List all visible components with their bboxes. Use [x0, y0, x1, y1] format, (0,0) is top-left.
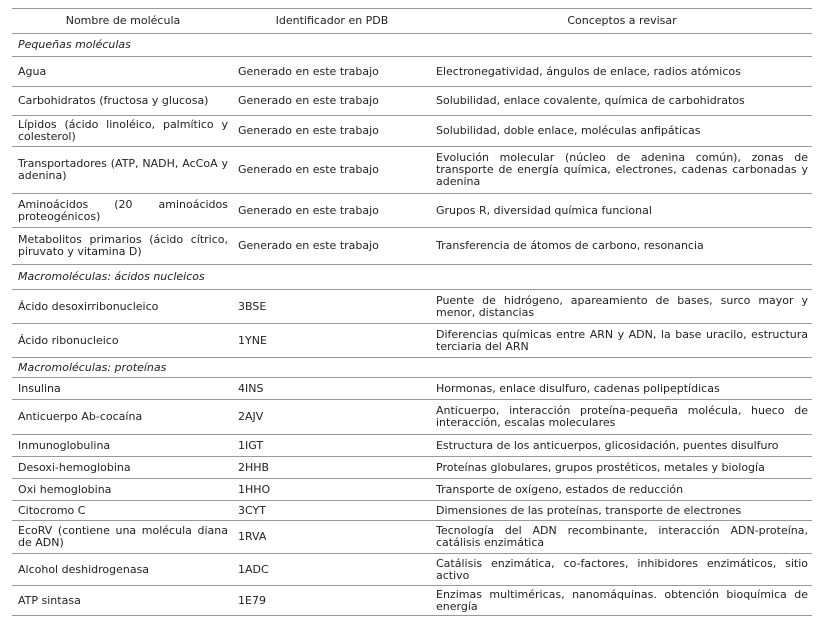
data-row: Insulina 4INS Hormonas, enlace disulfuro, … — [12, 377, 812, 400]
section-row: Macromoléculas: ácidos nucleicos — [12, 264, 812, 290]
concepts: Enzimas multiméricas, nanomáquinas. obte… — [430, 585, 812, 616]
section-title: Pequeñas moléculas — [12, 33, 812, 57]
concepts: Anticuerpo, interacción proteína-pequeña… — [430, 399, 812, 435]
pdb-id: Generado en este trabajo — [232, 193, 430, 228]
pdb-id: Generado en este trabajo — [232, 146, 430, 194]
pdb-id: 1ADC — [232, 553, 430, 586]
data-row: Lípidos (ácido linoléico, palmítico y co… — [12, 115, 812, 147]
concepts: Grupos R, diversidad química funcional — [430, 193, 812, 228]
concepts: Electronegatividad, ángulos de enlace, r… — [430, 56, 812, 87]
molecule-name: Ácido ribonucleico — [12, 323, 232, 358]
molecule-name: Insulina — [12, 377, 232, 400]
pdb-id: Generado en este trabajo — [232, 56, 430, 87]
data-row: Anticuerpo Ab-cocaína 2AJV Anticuerpo, int… — [12, 399, 812, 435]
section-title: Macromoléculas: ácidos nucleicos — [12, 264, 812, 290]
pdb-id: 1YNE — [232, 323, 430, 358]
data-row: Inmunoglobulina 1IGT Estructura de los ant… — [12, 434, 812, 457]
pdb-id: 1E79 — [232, 585, 430, 616]
table-body: Pequeñas moléculas Agua Generado en este t… — [12, 33, 812, 616]
data-row: EcoRV (contiene una molécula diana de AD… — [12, 520, 812, 554]
data-row: Transportadores (ATP, NADH, AcCoA y aden… — [12, 146, 812, 194]
molecule-name: Metabolitos primarios (ácido cítrico, pi… — [12, 227, 232, 265]
pdb-id: 1HHO — [232, 478, 430, 501]
data-row: Citocromo C 3CYT Dimensiones de las proteí… — [12, 500, 812, 521]
concepts: Hormonas, enlace disulfuro, cadenas poli… — [430, 377, 812, 400]
concepts: Transferencia de átomos de carbono, reso… — [430, 227, 812, 265]
concepts: Proteínas globulares, grupos prostéticos… — [430, 456, 812, 479]
concepts: Transporte de oxígeno, estados de reducc… — [430, 478, 812, 501]
molecule-name: Transportadores (ATP, NADH, AcCoA y aden… — [12, 146, 232, 194]
molecule-name: Ácido desoxirribonucleico — [12, 289, 232, 324]
molecule-table: Nombre de molécula Identificador en PDB Co… — [12, 8, 812, 616]
table-header: Nombre de molécula Identificador en PDB Co… — [12, 8, 812, 34]
section-title: Macromoléculas: proteínas — [12, 357, 812, 378]
column-header: Conceptos a revisar — [430, 8, 812, 34]
data-row: Agua Generado en este trabajo Electronegat… — [12, 56, 812, 87]
molecule-name: Agua — [12, 56, 232, 87]
concepts: Catálisis enzimática, co-factores, inhib… — [430, 553, 812, 586]
pdb-id: Generado en este trabajo — [232, 86, 430, 116]
concepts: Tecnología del ADN recombinante, interac… — [430, 520, 812, 554]
molecule-name: Citocromo C — [12, 500, 232, 521]
data-row: Metabolitos primarios (ácido cítrico, pi… — [12, 227, 812, 265]
pdb-id: 2HHB — [232, 456, 430, 479]
section-row: Pequeñas moléculas — [12, 33, 812, 57]
molecule-name: EcoRV (contiene una molécula diana de AD… — [12, 520, 232, 554]
pdb-id: 4INS — [232, 377, 430, 400]
molecule-name: Aminoácidos (20 aminoácidos proteogénico… — [12, 193, 232, 228]
data-row: Aminoácidos (20 aminoácidos proteogénico… — [12, 193, 812, 228]
molecule-name: Carbohidratos (fructosa y glucosa) — [12, 86, 232, 116]
pdb-id: 1IGT — [232, 434, 430, 457]
data-row: Ácido ribonucleico 1YNE Diferencias químic… — [12, 323, 812, 358]
header-row: Nombre de molécula Identificador en PDB Co… — [12, 8, 812, 34]
molecule-name: Inmunoglobulina — [12, 434, 232, 457]
data-row: Ácido desoxirribonucleico 3BSE Puente de h… — [12, 289, 812, 324]
section-row: Macromoléculas: proteínas — [12, 357, 812, 378]
pdb-id: 3BSE — [232, 289, 430, 324]
molecule-name: Alcohol deshidrogenasa — [12, 553, 232, 586]
data-row: Carbohidratos (fructosa y glucosa) Genera… — [12, 86, 812, 116]
column-header: Nombre de molécula — [12, 8, 232, 34]
molecule-name: ATP sintasa — [12, 585, 232, 616]
data-row: Oxi hemoglobina 1HHO Transporte de oxígeno… — [12, 478, 812, 501]
pdb-id: Generado en este trabajo — [232, 227, 430, 265]
data-row: Alcohol deshidrogenasa 1ADC Catálisis enzi… — [12, 553, 812, 586]
molecule-name: Anticuerpo Ab-cocaína — [12, 399, 232, 435]
data-row: ATP sintasa 1E79 Enzimas multiméricas, nan… — [12, 585, 812, 616]
pdb-id: 3CYT — [232, 500, 430, 521]
molecule-name: Lípidos (ácido linoléico, palmítico y co… — [12, 115, 232, 147]
molecule-name: Oxi hemoglobina — [12, 478, 232, 501]
concepts: Puente de hidrógeno, apareamiento de bas… — [430, 289, 812, 324]
concepts: Evolución molecular (núcleo de adenina c… — [430, 146, 812, 194]
pdb-id: 2AJV — [232, 399, 430, 435]
concepts: Diferencias químicas entre ARN y ADN, la… — [430, 323, 812, 358]
data-row: Desoxi-hemoglobina 2HHB Proteínas globular… — [12, 456, 812, 479]
concepts: Dimensiones de las proteínas, transporte… — [430, 500, 812, 521]
concepts: Solubilidad, doble enlace, moléculas anf… — [430, 115, 812, 147]
concepts: Solubilidad, enlace covalente, química d… — [430, 86, 812, 116]
pdb-id: 1RVA — [232, 520, 430, 554]
pdb-id: Generado en este trabajo — [232, 115, 430, 147]
concepts: Estructura de los anticuerpos, glicosida… — [430, 434, 812, 457]
molecule-name: Desoxi-hemoglobina — [12, 456, 232, 479]
column-header: Identificador en PDB — [232, 8, 430, 34]
